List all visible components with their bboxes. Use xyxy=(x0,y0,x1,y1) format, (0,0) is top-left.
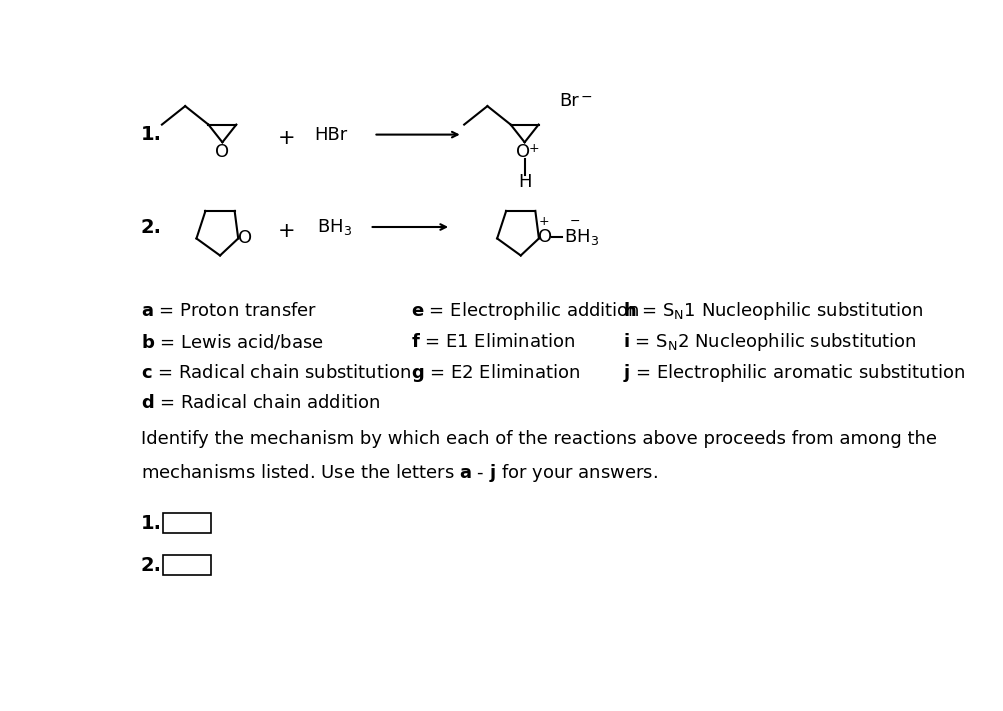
Text: 2.: 2. xyxy=(140,555,161,574)
Text: O: O xyxy=(516,144,530,161)
Text: $\mathbf{f}$ = E1 Elimination: $\mathbf{f}$ = E1 Elimination xyxy=(410,333,575,351)
Text: $\mathbf{a}$ = Proton transfer: $\mathbf{a}$ = Proton transfer xyxy=(140,302,317,320)
Text: BH$_3$: BH$_3$ xyxy=(317,217,352,237)
Text: H: H xyxy=(518,173,531,191)
Text: 2.: 2. xyxy=(140,218,161,237)
Text: 1.: 1. xyxy=(140,514,161,533)
Text: $\mathbf{d}$ = Radical chain addition: $\mathbf{d}$ = Radical chain addition xyxy=(140,395,380,412)
Text: $\mathbf{e}$ = Electrophilic addition: $\mathbf{e}$ = Electrophilic addition xyxy=(410,300,639,322)
Text: +: + xyxy=(529,142,539,155)
Text: O: O xyxy=(538,228,552,246)
Text: −: − xyxy=(580,90,592,104)
Text: +: + xyxy=(539,215,549,228)
Text: −: − xyxy=(569,215,580,228)
Text: $\mathbf{i}$ = S$_\mathrm{N}$2 Nucleophilic substitution: $\mathbf{i}$ = S$_\mathrm{N}$2 Nucleophi… xyxy=(623,331,916,353)
Text: HBr: HBr xyxy=(314,126,347,144)
Text: $\mathbf{j}$ = Electrophilic aromatic substitution: $\mathbf{j}$ = Electrophilic aromatic su… xyxy=(623,361,965,383)
Text: +: + xyxy=(278,129,295,149)
Text: $\mathbf{b}$ = Lewis acid/base: $\mathbf{b}$ = Lewis acid/base xyxy=(140,332,323,351)
FancyBboxPatch shape xyxy=(162,555,211,575)
FancyBboxPatch shape xyxy=(162,513,211,533)
Text: BH$_3$: BH$_3$ xyxy=(563,227,598,247)
Text: $\mathbf{h}$ = S$_\mathrm{N}$1 Nucleophilic substitution: $\mathbf{h}$ = S$_\mathrm{N}$1 Nucleophi… xyxy=(623,300,923,322)
Text: Br: Br xyxy=(559,92,579,110)
Text: 1.: 1. xyxy=(140,125,161,144)
Text: $\mathbf{g}$ = E2 Elimination: $\mathbf{g}$ = E2 Elimination xyxy=(410,361,580,383)
Text: $\mathbf{c}$ = Radical chain substitution: $\mathbf{c}$ = Radical chain substitutio… xyxy=(140,363,411,382)
Text: O: O xyxy=(238,230,252,247)
Text: Identify the mechanism by which each of the reactions above proceeds from among : Identify the mechanism by which each of … xyxy=(140,430,936,484)
Text: O: O xyxy=(215,144,230,161)
Text: +: + xyxy=(278,221,295,241)
